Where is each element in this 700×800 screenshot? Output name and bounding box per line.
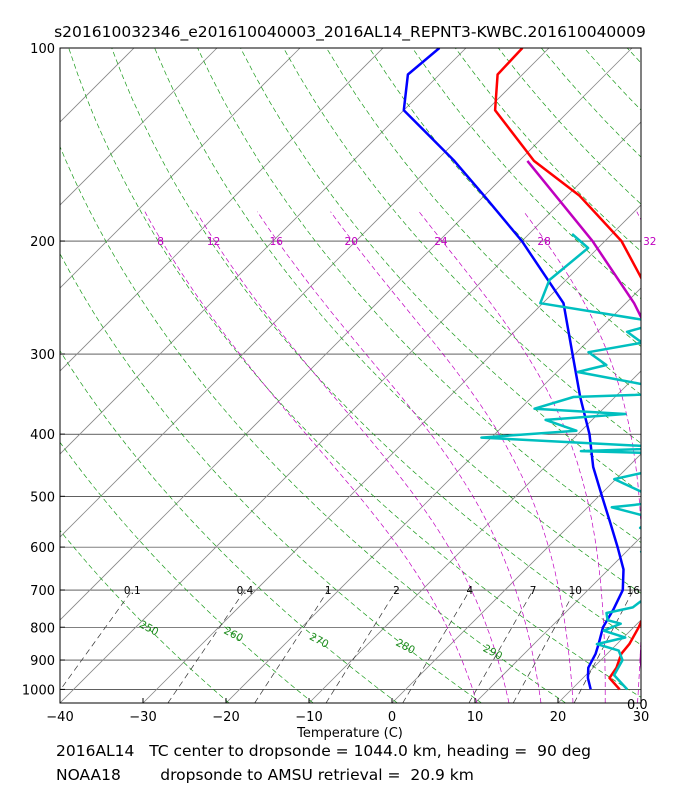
- corner-label: 0.0: [627, 698, 648, 713]
- dry-adiabat-label: 290: [481, 643, 504, 663]
- dry-adiabat: [60, 145, 566, 703]
- x-axis-label: Temperature (C): [296, 726, 403, 740]
- x-tick-label: −30: [129, 710, 156, 725]
- mixing-ratio-label: 0.1: [124, 585, 141, 597]
- moist-adiabat: [330, 211, 574, 703]
- footer-line-2: NOAA18 dropsonde to AMSU retrieval = 20.…: [56, 766, 474, 784]
- mixing-ratio-label: 2: [393, 585, 400, 597]
- skew-t-chart: s201610032346_e201610040003_2016AL14_REP…: [0, 23, 700, 740]
- dry-adiabat: [240, 48, 641, 494]
- plot-frame: [59, 47, 642, 704]
- y-tick-label: 400: [30, 428, 55, 443]
- mixing-ratio-line: [254, 589, 329, 703]
- moist-adiabat: [636, 211, 641, 221]
- chart-title: s201610032346_e201610040003_2016AL14_REP…: [54, 23, 646, 42]
- isotherm: [142, 204, 641, 703]
- y-tick-label: 300: [30, 348, 55, 363]
- dry-adiabat: [197, 48, 641, 543]
- isotherm: [0, 48, 51, 703]
- dry-adiabat: [60, 350, 398, 703]
- moist-adiabat: [418, 211, 606, 703]
- dry-adiabat: [541, 48, 641, 158]
- moist-adiabat-label: 8: [157, 236, 164, 248]
- mixing-ratio-label: 0.4: [237, 585, 254, 597]
- dry-adiabat-label: 260: [222, 625, 245, 645]
- dry-adiabat-label: 280: [394, 637, 417, 657]
- moist-adiabat-label: 28: [537, 236, 550, 248]
- moist-adiabat-label: 16: [270, 236, 284, 248]
- moist-adiabat: [144, 211, 478, 703]
- moist-adiabat: [257, 211, 542, 703]
- dry-adiabat: [111, 48, 641, 646]
- y-tick-label: 800: [30, 621, 55, 636]
- isotherm: [60, 48, 301, 289]
- dry-adiabat: [455, 48, 641, 252]
- mixing-ratio-label: 16: [627, 585, 641, 597]
- isotherm: [60, 48, 633, 621]
- profile-lines: [402, 48, 641, 691]
- y-tick-label: 1000: [22, 683, 55, 698]
- x-tick-label: −10: [295, 710, 322, 725]
- dry-adiabat-label: 250: [137, 619, 160, 639]
- mixing-ratio-label: 7: [530, 585, 537, 597]
- dry-adiabat: [60, 441, 314, 703]
- x-tick-label: 20: [550, 710, 567, 725]
- dry-adiabat: [68, 48, 641, 698]
- mixing-ratio-line: [167, 589, 246, 703]
- isotherm: [391, 453, 641, 703]
- x-tick-label: −20: [212, 710, 239, 725]
- moist-adiabat-label: 12: [207, 236, 220, 248]
- mixing-ratio-line: [402, 589, 471, 703]
- x-tick-label: 10: [467, 710, 484, 725]
- isotherm: [60, 48, 384, 372]
- isotherm: [60, 48, 467, 455]
- moist-adiabat-label: 24: [434, 236, 448, 248]
- footer-line-1: 2016AL14 TC center to dropsonde = 1044.0…: [56, 742, 591, 760]
- isotherm: [225, 287, 641, 703]
- dry-adiabat: [670, 48, 700, 703]
- x-tick-label: 30: [633, 710, 650, 725]
- y-tick-label: 700: [30, 584, 55, 599]
- amsu-retrieval-dewpoint-line: [480, 233, 641, 691]
- axes: −40 −30 −20 −10 0 10 20 30 100 200 300 400 500 600 700…: [22, 42, 649, 725]
- y-tick-label: 500: [30, 490, 55, 505]
- moist-adiabat-label: 20: [345, 236, 358, 248]
- mixing-ratio-label: 1: [325, 585, 332, 597]
- isotherm: [60, 48, 550, 538]
- isotherm: [640, 702, 641, 703]
- x-tick-label: 0: [388, 710, 396, 725]
- temperature-line: [493, 48, 641, 691]
- mixing-ratio-label: 10: [569, 585, 582, 597]
- dry-adiabat: [326, 48, 641, 396]
- dry-adiabat: [412, 48, 641, 300]
- y-tick-label: 900: [30, 654, 55, 669]
- mixing-ratio-line: [60, 589, 133, 691]
- mixing-ratio-line: [512, 589, 576, 703]
- isotherm: [557, 619, 641, 703]
- y-tick-label: 600: [30, 541, 55, 556]
- isotherm: [308, 370, 641, 703]
- dry-adiabat: [60, 252, 482, 703]
- y-tick-label: 200: [30, 235, 55, 250]
- x-tick-label: −40: [46, 710, 73, 725]
- isotherm: [60, 48, 135, 123]
- dry-adiabat: [283, 48, 641, 444]
- background-lines: [0, 48, 700, 703]
- dewpoint-line: [402, 48, 625, 690]
- moist-adiabat-label: 32: [643, 236, 656, 248]
- moist-adiabat: [523, 211, 641, 703]
- isotherm: [60, 48, 218, 206]
- isotherm: [60, 121, 641, 703]
- moist-adiabat: [196, 211, 510, 703]
- dry-adiabat: [60, 529, 230, 703]
- isotherm: [474, 536, 641, 703]
- dry-adiabat: [154, 48, 641, 594]
- mixing-ratio-line: [468, 589, 534, 703]
- y-tick-label: 100: [30, 42, 55, 57]
- mixing-ratio-line: [325, 589, 397, 703]
- mixing-ratio-label: 4: [467, 585, 474, 597]
